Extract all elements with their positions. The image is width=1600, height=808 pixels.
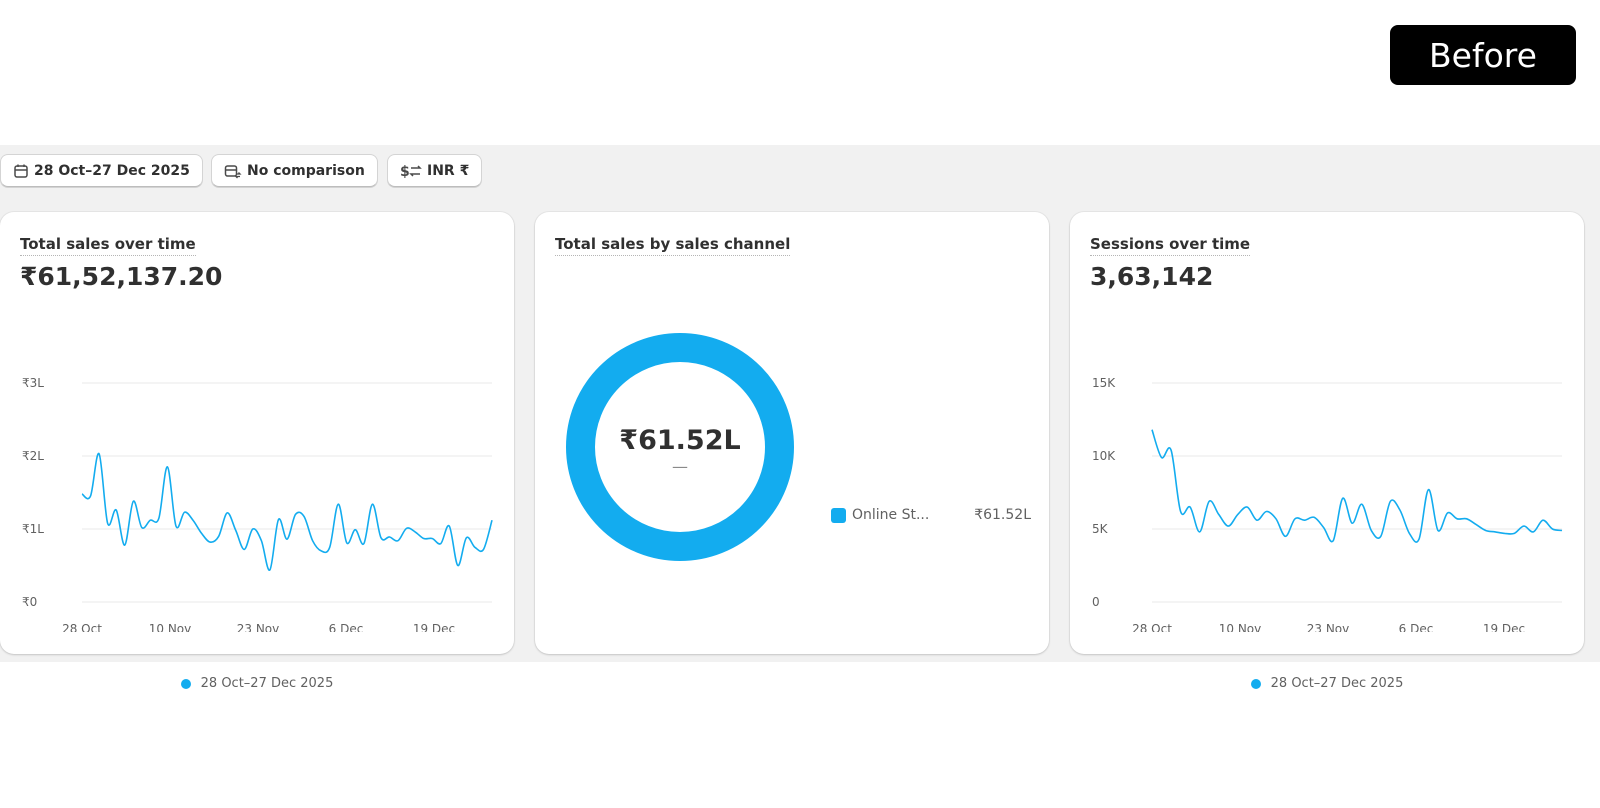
sessions-legend: 28 Oct–27 Dec 2025 xyxy=(1070,676,1584,691)
y-tick-label: ₹1L xyxy=(22,522,44,536)
y-tick-label: 10K xyxy=(1092,449,1116,463)
sessions-line-chart: 0 5K 10K 15K 28 Oct 10 Nov 23 Nov 6 Dec 19 Dec xyxy=(1092,376,1563,632)
x-tick-label: 23 Nov xyxy=(1307,622,1350,632)
series-line xyxy=(81,452,493,571)
legend-channel-value: ₹61.52L xyxy=(974,507,1031,523)
donut-center-value: ₹61.52L xyxy=(619,424,741,456)
calendar-icon xyxy=(13,163,29,179)
sales-channel-donut-chart xyxy=(566,333,794,561)
currency-button[interactable]: $ INR ₹ xyxy=(387,154,483,187)
svg-text:$: $ xyxy=(400,164,410,179)
x-tick-label: 23 Nov xyxy=(237,622,280,632)
donut-center: ₹61.52L — xyxy=(565,332,795,562)
currency-exchange-icon: $ xyxy=(400,163,422,179)
sessions-card[interactable]: Sessions over time 3,63,142 0 5K 10K 15K 28 … xyxy=(1070,212,1584,691)
y-tick-label: 0 xyxy=(1092,595,1100,609)
sales-channel-card[interactable]: Total sales by sales channel ₹61.52L — O… xyxy=(535,212,1049,654)
calendar-compare-icon xyxy=(224,163,242,179)
y-tick-label: ₹0 xyxy=(22,595,37,609)
sessions-value: 3,63,142 xyxy=(1090,262,1214,291)
total-sales-title[interactable]: Total sales over time xyxy=(20,235,196,256)
total-sales-card[interactable]: Total sales over time ₹61,52,137.20 ₹0 ₹1… xyxy=(0,212,514,691)
comparison-button[interactable]: No comparison xyxy=(211,154,378,187)
sales-channel-title[interactable]: Total sales by sales channel xyxy=(555,235,791,256)
legend-label: 28 Oct–27 Dec 2025 xyxy=(1270,676,1404,691)
total-sales-line-chart: ₹0 ₹1L ₹2L ₹3L 28 Oct 10 Nov 23 Nov 6 Dec 19 Dec xyxy=(22,376,493,632)
legend-swatch xyxy=(831,507,846,523)
y-tick-label: ₹3L xyxy=(22,376,44,390)
x-tick-label: 10 Nov xyxy=(149,622,192,632)
x-tick-label: 19 Dec xyxy=(413,622,455,632)
sessions-title[interactable]: Sessions over time xyxy=(1090,235,1251,256)
donut-slice xyxy=(566,333,794,561)
x-tick-label: 6 Dec xyxy=(329,622,364,632)
currency-label: INR ₹ xyxy=(427,162,470,179)
donut-legend-item[interactable]: Online St... ₹61.52L xyxy=(831,507,1031,523)
series-line xyxy=(1151,429,1563,543)
x-tick-label: 10 Nov xyxy=(1219,622,1262,632)
x-tick-label: 19 Dec xyxy=(1483,622,1525,632)
x-tick-label: 6 Dec xyxy=(1399,622,1434,632)
y-tick-label: 15K xyxy=(1092,376,1116,390)
y-tick-label: ₹2L xyxy=(22,449,44,463)
donut-center-comparison: — xyxy=(672,456,688,476)
total-sales-value: ₹61,52,137.20 xyxy=(20,262,223,291)
legend-dot xyxy=(180,678,191,689)
x-tick-label: 28 Oct xyxy=(1132,622,1172,632)
legend-label: 28 Oct–27 Dec 2025 xyxy=(200,676,334,691)
analytics-dashboard: 28 Oct–27 Dec 2025 No comparison $ INR ₹… xyxy=(0,145,1600,691)
total-sales-legend: 28 Oct–27 Dec 2025 xyxy=(0,676,514,691)
x-tick-label: 28 Oct xyxy=(62,622,102,632)
before-label: Before xyxy=(1429,35,1537,75)
date-range-button[interactable]: 28 Oct–27 Dec 2025 xyxy=(0,154,203,187)
legend-dot xyxy=(1250,678,1261,689)
before-badge: Before xyxy=(1390,25,1576,85)
comparison-label: No comparison xyxy=(247,162,365,179)
legend-channel-name: Online St... xyxy=(852,507,930,523)
date-range-label: 28 Oct–27 Dec 2025 xyxy=(34,162,190,179)
y-tick-label: 5K xyxy=(1092,522,1109,536)
